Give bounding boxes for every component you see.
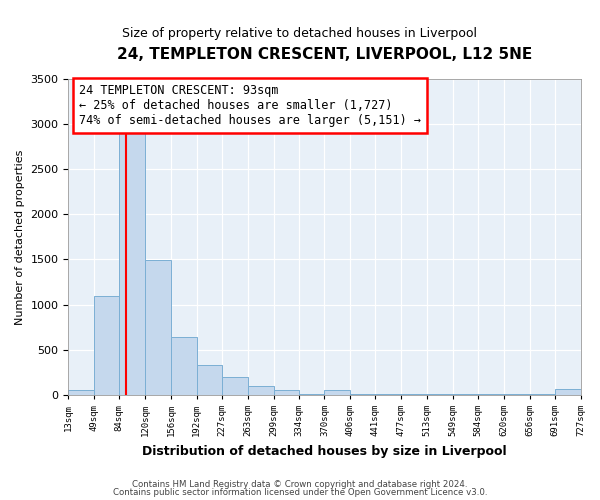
Bar bbox=[119, 132, 145, 395]
Title: 24, TEMPLETON CRESCENT, LIVERPOOL, L12 5NE: 24, TEMPLETON CRESCENT, LIVERPOOL, L12 5… bbox=[117, 48, 532, 62]
Bar bbox=[68, 390, 94, 395]
Text: Contains public sector information licensed under the Open Government Licence v3: Contains public sector information licen… bbox=[113, 488, 487, 497]
X-axis label: Distribution of detached houses by size in Liverpool: Distribution of detached houses by size … bbox=[142, 444, 507, 458]
Bar bbox=[248, 386, 274, 395]
Bar bbox=[222, 377, 248, 395]
Text: Contains HM Land Registry data © Crown copyright and database right 2024.: Contains HM Land Registry data © Crown c… bbox=[132, 480, 468, 489]
Bar bbox=[94, 296, 119, 395]
Text: Size of property relative to detached houses in Liverpool: Size of property relative to detached ho… bbox=[122, 28, 478, 40]
Bar bbox=[145, 260, 171, 395]
Bar bbox=[171, 337, 197, 395]
Y-axis label: Number of detached properties: Number of detached properties bbox=[15, 149, 25, 324]
Bar bbox=[197, 365, 222, 395]
Text: 24 TEMPLETON CRESCENT: 93sqm
← 25% of detached houses are smaller (1,727)
74% of: 24 TEMPLETON CRESCENT: 93sqm ← 25% of de… bbox=[79, 84, 421, 126]
Bar bbox=[274, 390, 299, 395]
Bar bbox=[554, 390, 581, 395]
Bar bbox=[325, 390, 350, 395]
